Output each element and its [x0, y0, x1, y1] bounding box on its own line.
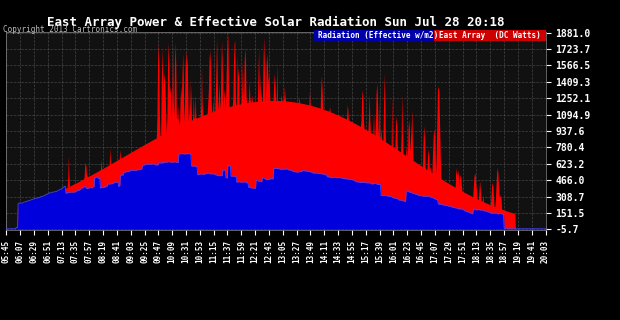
Title: East Array Power & Effective Solar Radiation Sun Jul 28 20:18: East Array Power & Effective Solar Radia… [47, 16, 505, 29]
Text: Copyright 2013 Cartronics.com: Copyright 2013 Cartronics.com [3, 25, 137, 34]
